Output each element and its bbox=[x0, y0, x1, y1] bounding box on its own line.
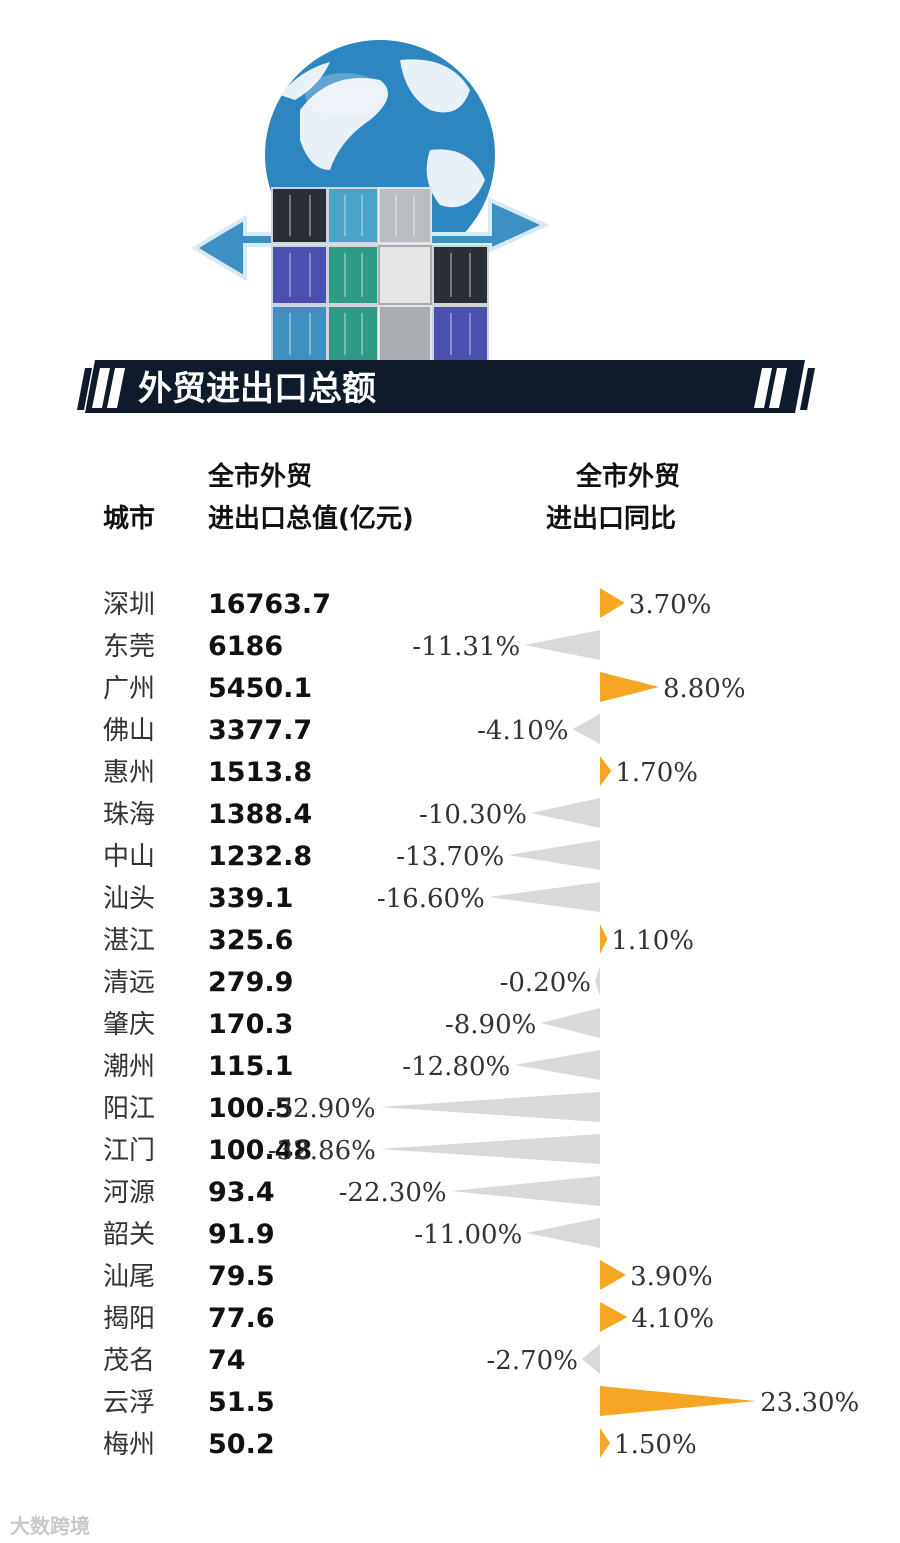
trade-value: 50.2 bbox=[208, 1429, 275, 1460]
trade-value: 100.48 bbox=[208, 1135, 312, 1166]
yoy-triangle bbox=[581, 1344, 600, 1374]
yoy-triangle bbox=[600, 672, 659, 702]
yoy-label: 23.30% bbox=[760, 1388, 859, 1418]
trade-value: 100.5 bbox=[208, 1093, 293, 1124]
city-label: 茂名 bbox=[103, 1346, 155, 1376]
yoy-triangle bbox=[450, 1176, 600, 1206]
trade-value: 74 bbox=[208, 1345, 246, 1376]
city-label: 广州 bbox=[103, 674, 155, 704]
header-value-line2: 进出口总值(亿元) bbox=[208, 504, 414, 534]
trade-value: 1513.8 bbox=[208, 757, 312, 788]
city-label: 阳江 bbox=[103, 1094, 155, 1124]
yoy-triangle bbox=[572, 714, 600, 744]
trade-value: 279.9 bbox=[208, 967, 293, 998]
yoy-triangle bbox=[600, 1302, 628, 1332]
yoy-label: -16.60% bbox=[377, 884, 485, 914]
city-label: 东莞 bbox=[103, 632, 155, 662]
header-yoy-line1: 全市外贸 bbox=[576, 462, 681, 492]
city-label: 江门 bbox=[103, 1136, 155, 1166]
yoy-label: -11.31% bbox=[412, 632, 520, 662]
trade-value: 16763.7 bbox=[208, 589, 331, 620]
city-label: 汕尾 bbox=[103, 1262, 155, 1292]
yoy-triangle bbox=[600, 588, 625, 618]
yoy-triangle bbox=[600, 1386, 757, 1416]
header-value-line1: 全市外贸 bbox=[208, 462, 313, 492]
trade-value: 51.5 bbox=[208, 1387, 275, 1418]
yoy-label: 1.10% bbox=[611, 926, 694, 956]
yoy-triangle bbox=[600, 1428, 611, 1458]
yoy-triangle bbox=[600, 1260, 627, 1290]
yoy-triangle bbox=[514, 1050, 600, 1080]
shipping-containers-icon bbox=[271, 187, 489, 363]
yoy-triangle bbox=[526, 1218, 600, 1248]
city-label: 惠州 bbox=[103, 758, 155, 788]
city-label: 肇庆 bbox=[103, 1010, 155, 1040]
yoy-label: -11.00% bbox=[414, 1220, 522, 1250]
trade-value: 77.6 bbox=[208, 1303, 275, 1334]
city-label: 韶关 bbox=[103, 1220, 155, 1250]
yoy-label: 1.50% bbox=[614, 1430, 697, 1460]
yoy-triangle bbox=[600, 756, 612, 786]
trade-value: 325.6 bbox=[208, 925, 293, 956]
yoy-label: -4.10% bbox=[477, 716, 568, 746]
yoy-label: 1.70% bbox=[615, 758, 698, 788]
yoy-triangle bbox=[595, 966, 600, 996]
trade-value: 170.3 bbox=[208, 1009, 293, 1040]
yoy-label: 4.10% bbox=[631, 1304, 714, 1334]
city-label: 珠海 bbox=[103, 800, 155, 830]
yoy-triangle bbox=[524, 630, 600, 660]
yoy-label: -32.90% bbox=[268, 1094, 376, 1124]
city-label: 河源 bbox=[103, 1178, 155, 1208]
trade-value: 1232.8 bbox=[208, 841, 312, 872]
yoy-label: -22.30% bbox=[339, 1178, 447, 1208]
yoy-triangle bbox=[600, 924, 608, 954]
yoy-triangle bbox=[508, 840, 600, 870]
header-city: 城市 bbox=[103, 504, 156, 534]
yoy-triangle bbox=[530, 798, 600, 828]
yoy-label: -10.30% bbox=[419, 800, 527, 830]
yoy-triangle bbox=[379, 1092, 600, 1122]
trade-value: 93.4 bbox=[208, 1177, 275, 1208]
city-label: 湛江 bbox=[103, 926, 155, 956]
city-label: 佛山 bbox=[103, 716, 155, 746]
city-label: 揭阳 bbox=[103, 1304, 155, 1334]
title-banner bbox=[77, 360, 815, 413]
yoy-chart: 深圳 16763.7 3.70% 东莞 6186 -11.31% 广州 5450.1 8.80%… bbox=[103, 588, 859, 1460]
yoy-triangle bbox=[540, 1008, 600, 1038]
yoy-label: 3.90% bbox=[630, 1262, 713, 1292]
yoy-label: -0.20% bbox=[500, 968, 591, 998]
yoy-label: -13.70% bbox=[396, 842, 504, 872]
yoy-triangle bbox=[379, 1134, 600, 1164]
yoy-triangle bbox=[488, 882, 600, 912]
trade-value: 79.5 bbox=[208, 1261, 275, 1292]
header-yoy-line2: 进出口同比 bbox=[546, 504, 677, 534]
trade-value: 91.9 bbox=[208, 1219, 275, 1250]
watermark: 大数跨境 bbox=[10, 1514, 90, 1538]
city-label: 中山 bbox=[103, 842, 155, 872]
trade-value: 3377.7 bbox=[208, 715, 312, 746]
trade-value: 339.1 bbox=[208, 883, 293, 914]
city-label: 深圳 bbox=[103, 590, 155, 620]
trade-value: 115.1 bbox=[208, 1051, 293, 1082]
yoy-label: -2.70% bbox=[487, 1346, 578, 1376]
yoy-label: 8.80% bbox=[663, 674, 746, 704]
city-label: 云浮 bbox=[103, 1388, 155, 1418]
city-label: 汕头 bbox=[103, 884, 155, 914]
yoy-label: -12.80% bbox=[402, 1052, 510, 1082]
city-label: 梅州 bbox=[103, 1430, 155, 1460]
yoy-label: 3.70% bbox=[629, 590, 712, 620]
yoy-label: -8.90% bbox=[445, 1010, 536, 1040]
trade-value: 1388.4 bbox=[208, 799, 312, 830]
banner-title: 外贸进出口总额 bbox=[138, 369, 376, 409]
hero-illustration: 外贸进出口总额 bbox=[77, 40, 815, 413]
yoy-label: -32.86% bbox=[268, 1136, 376, 1166]
trade-value: 6186 bbox=[208, 631, 283, 662]
city-label: 潮州 bbox=[103, 1052, 155, 1082]
city-label: 清远 bbox=[103, 968, 155, 998]
trade-value: 5450.1 bbox=[208, 673, 312, 704]
